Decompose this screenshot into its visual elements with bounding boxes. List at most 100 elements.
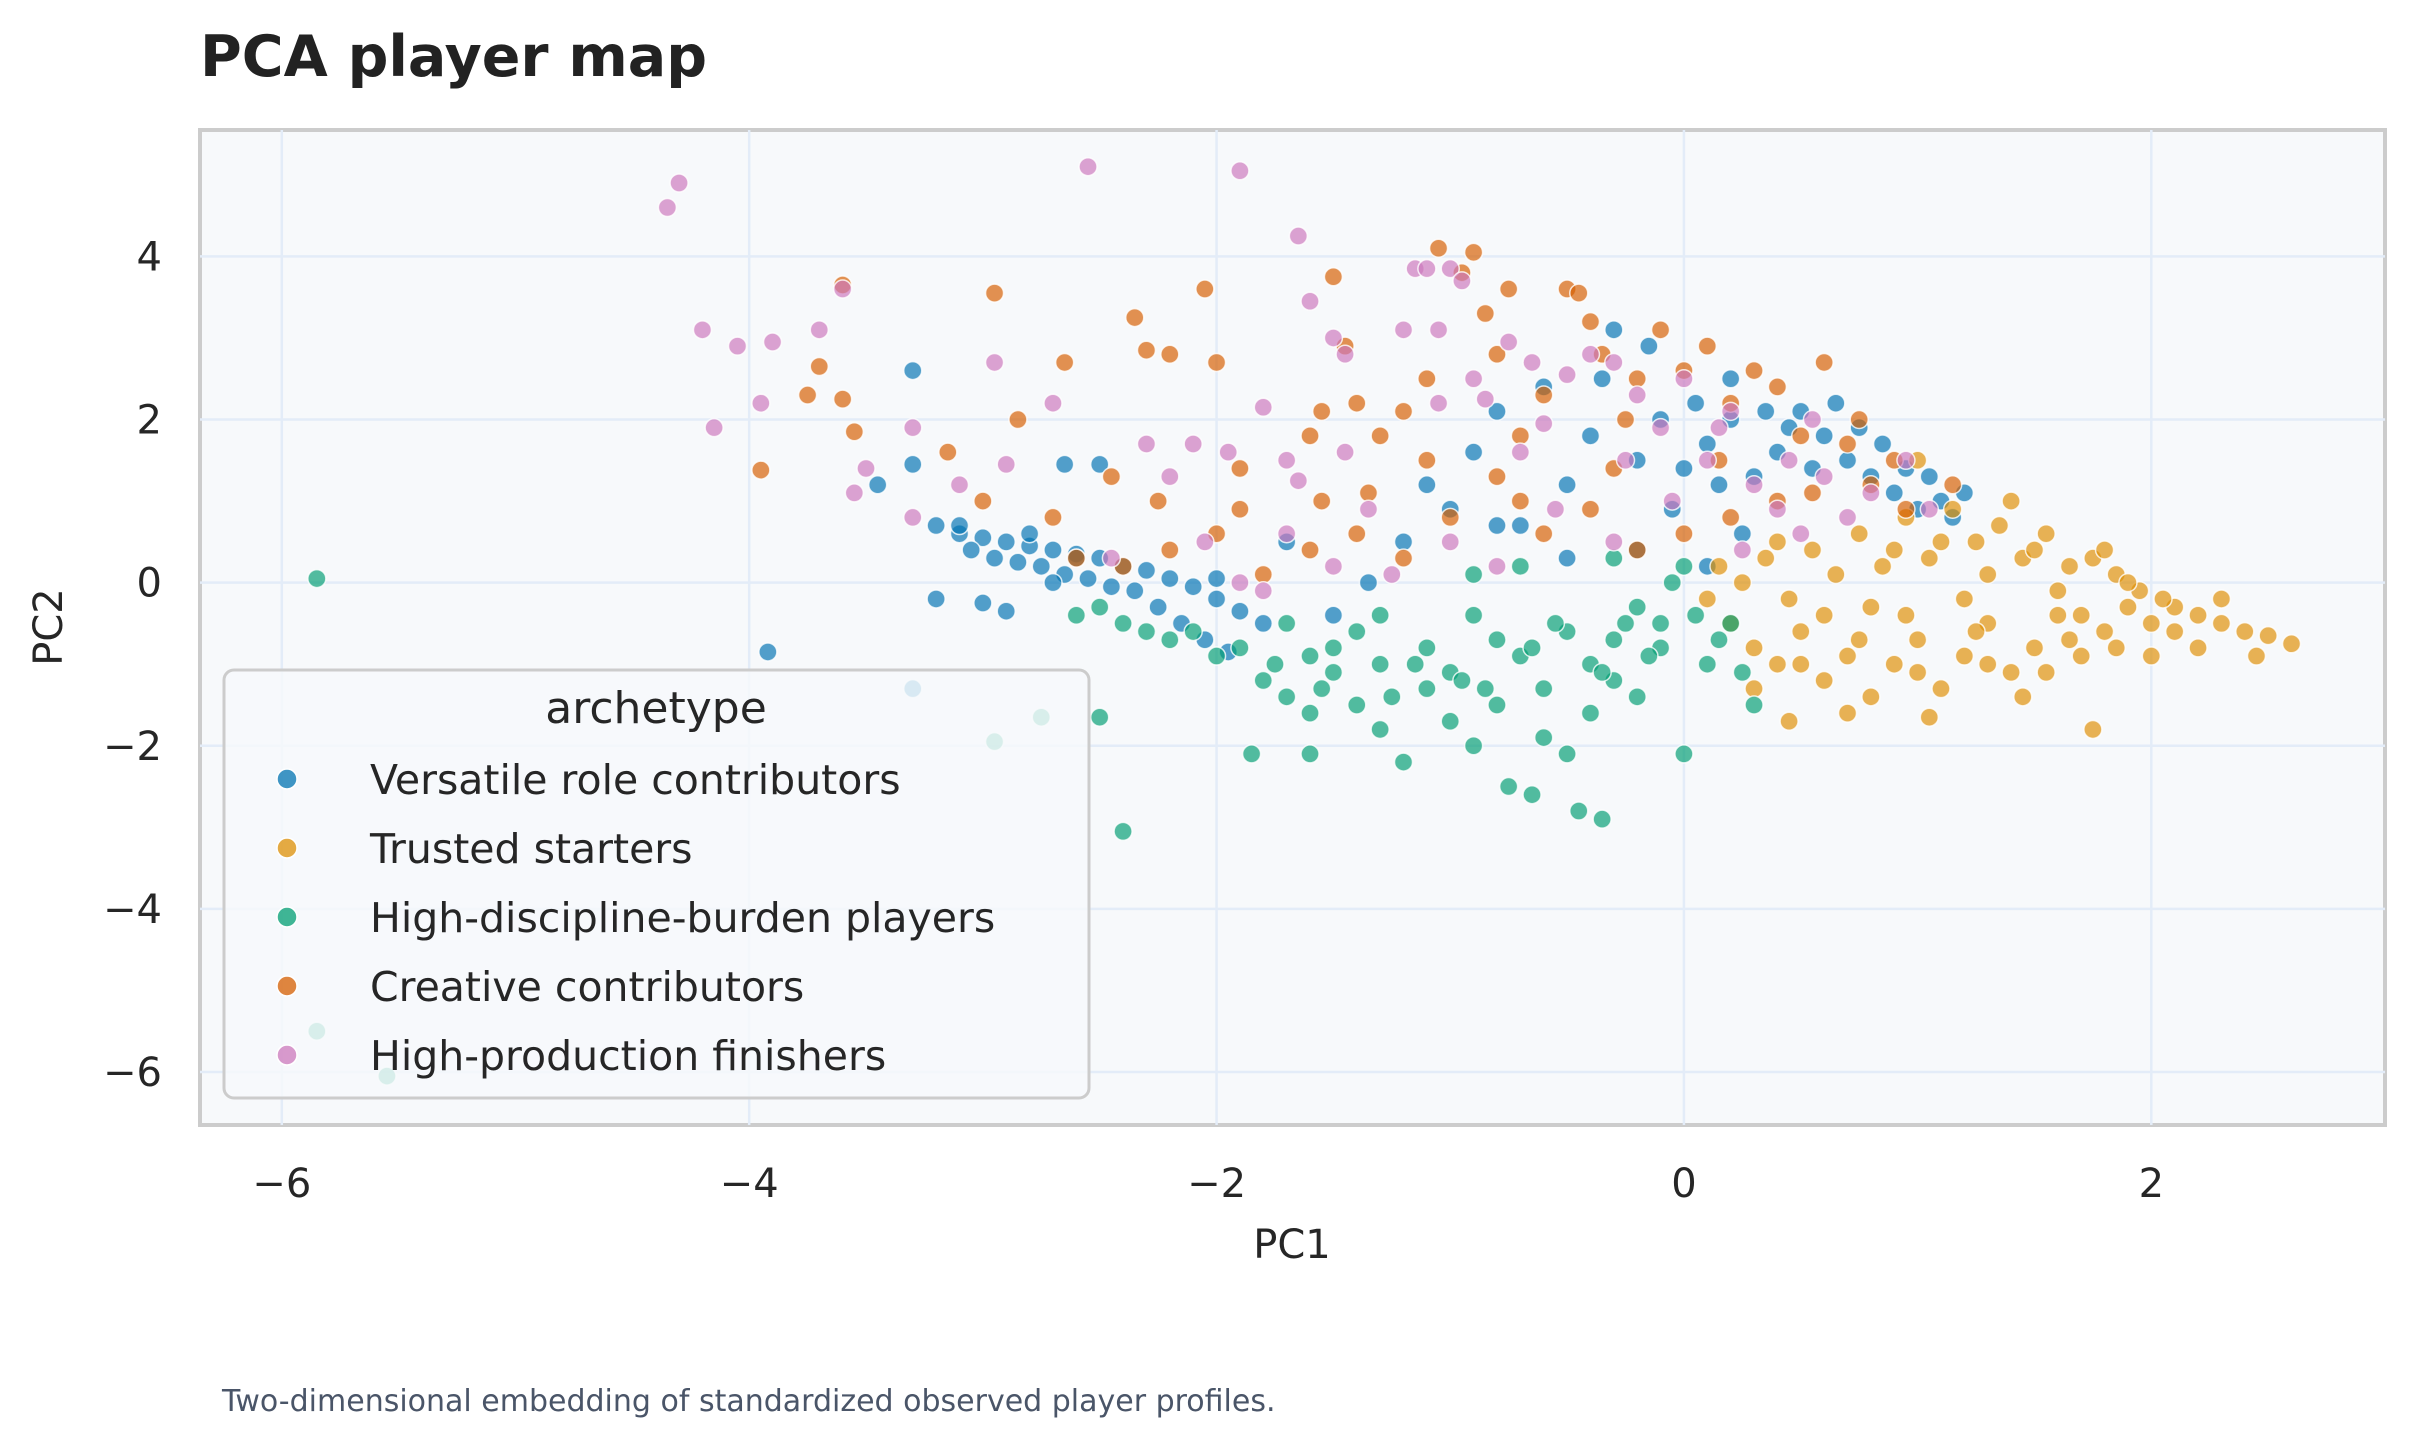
- data-point: [1101, 466, 1122, 487]
- data-point: [1382, 687, 1402, 707]
- y-axis-label: PC2: [26, 588, 72, 666]
- y-tick-label: −4: [103, 887, 162, 933]
- data-point: [809, 320, 830, 340]
- data-point: [1954, 646, 1975, 666]
- data-point: [1160, 540, 1180, 560]
- legend-marker: [276, 1044, 298, 1066]
- data-point: [1370, 719, 1390, 740]
- data-point: [669, 173, 689, 193]
- data-point: [1019, 523, 1040, 544]
- data-point: [1347, 621, 1367, 642]
- data-point: [1300, 426, 1320, 446]
- data-point: [1604, 532, 1624, 552]
- data-point: [1300, 744, 1320, 764]
- y-axis-ticks: −6 −4 −2 0 2 4: [103, 234, 162, 1096]
- data-point: [1533, 413, 1554, 434]
- data-point: [1791, 523, 1811, 544]
- data-point: [1849, 523, 1869, 544]
- data-point: [1627, 385, 1647, 405]
- data-point: [1814, 466, 1834, 487]
- data-point: [1311, 491, 1332, 511]
- data-point: [1323, 662, 1344, 683]
- x-tick-label: −4: [720, 1161, 779, 1207]
- data-point: [2036, 523, 2056, 544]
- data-point: [1954, 589, 1975, 609]
- data-point: [1300, 540, 1320, 560]
- data-point: [1966, 621, 1986, 642]
- legend: archetype Versatile role contributors Tru…: [222, 668, 1091, 1100]
- data-point: [903, 507, 923, 528]
- data-point: [1265, 654, 1285, 674]
- data-point: [1183, 434, 1203, 454]
- data-point: [1884, 483, 1905, 503]
- data-point: [1417, 638, 1437, 658]
- data-point: [1779, 450, 1799, 471]
- data-point: [1101, 548, 1122, 568]
- data-point: [1977, 564, 1998, 585]
- data-point: [832, 279, 853, 299]
- data-point: [1802, 409, 1823, 430]
- data-point: [2281, 634, 2302, 654]
- data-point: [1767, 377, 1788, 397]
- data-point: [1206, 568, 1227, 589]
- legend-marker: [276, 837, 298, 859]
- data-point: [1592, 369, 1612, 389]
- data-point: [1311, 678, 1332, 699]
- legend-marker: [276, 975, 298, 997]
- data-point: [2094, 621, 2115, 642]
- data-point: [1767, 654, 1788, 674]
- data-point: [1487, 556, 1507, 577]
- data-point: [1849, 629, 1869, 650]
- data-point: [1323, 328, 1344, 348]
- data-point: [1592, 662, 1612, 683]
- data-point: [1533, 678, 1554, 699]
- data-point: [1639, 646, 1659, 666]
- data-point: [1487, 515, 1507, 536]
- data-point: [2188, 638, 2208, 658]
- data-point: [1510, 491, 1531, 511]
- x-axis-ticks: −6 −4 −2 0 2: [252, 1161, 2164, 1207]
- data-point: [1872, 434, 1893, 454]
- data-point: [1393, 320, 1414, 340]
- data-point: [1066, 548, 1087, 568]
- data-point: [1230, 601, 1250, 621]
- data-point: [1709, 417, 1729, 438]
- legend-label: Versatile role contributors: [370, 756, 901, 804]
- data-point: [2141, 613, 2162, 634]
- data-point: [1907, 662, 1928, 683]
- legend-label: Trusted starters: [369, 825, 693, 873]
- data-point: [1791, 426, 1811, 446]
- data-point: [1837, 703, 1858, 723]
- data-point: [1814, 352, 1834, 373]
- data-point: [832, 389, 853, 409]
- data-point: [2024, 540, 2045, 560]
- data-point: [1837, 507, 1858, 528]
- data-point: [1557, 475, 1577, 495]
- data-point: [1300, 703, 1320, 723]
- data-point: [938, 442, 958, 462]
- data-point: [1452, 271, 1472, 291]
- data-point: [1382, 564, 1402, 585]
- data-point: [1580, 499, 1601, 519]
- data-point: [1720, 369, 1741, 389]
- data-point: [973, 491, 993, 511]
- data-point: [1487, 629, 1507, 650]
- legend-title: archetype: [545, 683, 767, 734]
- data-point: [984, 352, 1005, 373]
- chart-caption: Two-dimensional embedding of standardize…: [221, 1384, 1276, 1419]
- data-point: [1709, 475, 1729, 495]
- data-point: [2001, 662, 2021, 683]
- data-point: [657, 197, 678, 218]
- data-point: [1078, 156, 1098, 177]
- legend-box: [222, 668, 1091, 1100]
- data-point: [2001, 491, 2021, 511]
- data-point: [1826, 564, 1846, 585]
- data-point: [1522, 638, 1542, 658]
- data-point: [1498, 776, 1519, 797]
- data-point: [1709, 629, 1729, 650]
- data-point: [1101, 576, 1122, 597]
- data-point: [1919, 499, 1940, 519]
- data-point: [1300, 291, 1320, 312]
- x-tick-label: −2: [1187, 1161, 1246, 1207]
